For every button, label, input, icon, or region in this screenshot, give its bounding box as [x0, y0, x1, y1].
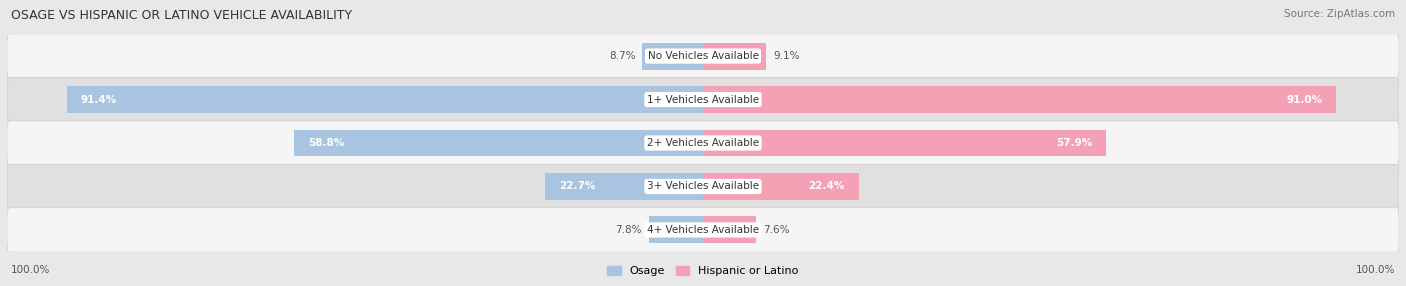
- Bar: [703, 43, 766, 69]
- FancyBboxPatch shape: [7, 164, 1399, 209]
- FancyBboxPatch shape: [7, 208, 1399, 252]
- Text: 7.8%: 7.8%: [616, 225, 641, 235]
- FancyBboxPatch shape: [7, 77, 1399, 122]
- Text: 58.8%: 58.8%: [308, 138, 344, 148]
- Text: 22.4%: 22.4%: [808, 182, 845, 191]
- Bar: [546, 173, 703, 200]
- Text: 57.9%: 57.9%: [1056, 138, 1092, 148]
- Text: 22.7%: 22.7%: [560, 182, 595, 191]
- Text: 9.1%: 9.1%: [773, 51, 800, 61]
- Text: 8.7%: 8.7%: [609, 51, 636, 61]
- Bar: [703, 173, 859, 200]
- Bar: [643, 43, 703, 69]
- Text: 91.0%: 91.0%: [1286, 95, 1323, 104]
- Text: 100.0%: 100.0%: [1355, 265, 1395, 275]
- Text: 2+ Vehicles Available: 2+ Vehicles Available: [647, 138, 759, 148]
- Legend: Osage, Hispanic or Latino: Osage, Hispanic or Latino: [603, 261, 803, 281]
- Bar: [648, 217, 703, 243]
- Bar: [703, 130, 1107, 156]
- Text: Source: ZipAtlas.com: Source: ZipAtlas.com: [1284, 9, 1395, 19]
- Text: 7.6%: 7.6%: [763, 225, 789, 235]
- FancyBboxPatch shape: [7, 121, 1399, 165]
- Bar: [703, 86, 1336, 113]
- Bar: [294, 130, 703, 156]
- Text: 4+ Vehicles Available: 4+ Vehicles Available: [647, 225, 759, 235]
- Text: 1+ Vehicles Available: 1+ Vehicles Available: [647, 95, 759, 104]
- Bar: [67, 86, 703, 113]
- Text: 100.0%: 100.0%: [11, 265, 51, 275]
- FancyBboxPatch shape: [7, 34, 1399, 78]
- Text: 91.4%: 91.4%: [80, 95, 117, 104]
- Text: OSAGE VS HISPANIC OR LATINO VEHICLE AVAILABILITY: OSAGE VS HISPANIC OR LATINO VEHICLE AVAI…: [11, 9, 353, 21]
- Text: 3+ Vehicles Available: 3+ Vehicles Available: [647, 182, 759, 191]
- Text: No Vehicles Available: No Vehicles Available: [648, 51, 758, 61]
- Bar: [703, 217, 756, 243]
